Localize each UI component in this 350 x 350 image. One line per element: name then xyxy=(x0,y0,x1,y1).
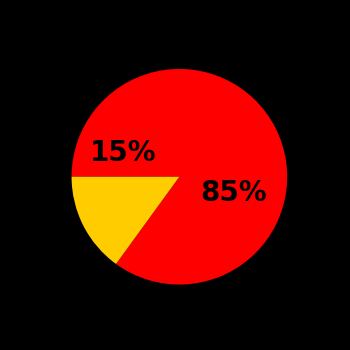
Text: 85%: 85% xyxy=(200,179,267,207)
Text: 15%: 15% xyxy=(90,139,156,167)
Wedge shape xyxy=(71,69,287,285)
Wedge shape xyxy=(71,177,179,264)
